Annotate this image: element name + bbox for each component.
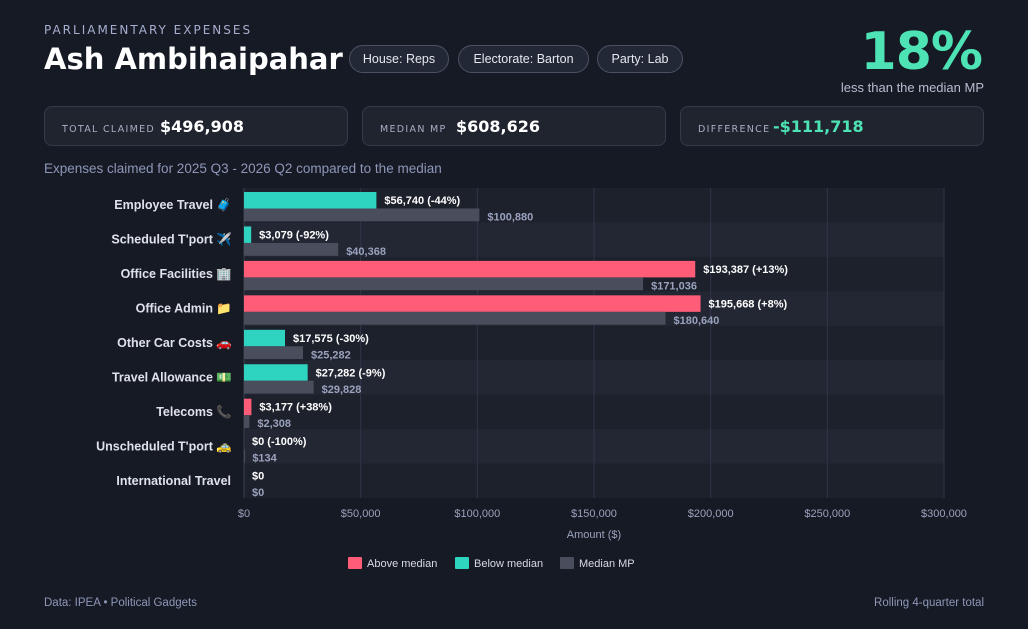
party-pill[interactable]: Party: Lab xyxy=(597,45,683,73)
median-bar xyxy=(244,311,666,325)
mp-bar xyxy=(244,295,701,312)
chart-subtitle: Expenses claimed for 2025 Q3 - 2026 Q2 c… xyxy=(44,161,442,176)
mp-value-label: $3,079 (-92%) xyxy=(259,229,329,241)
mp-value-label: $195,668 (+8%) xyxy=(709,298,788,310)
mp-value-label: $17,575 (-30%) xyxy=(293,333,369,345)
median-value-label: $180,640 xyxy=(673,315,719,327)
x-tick-label: $0 xyxy=(238,508,250,520)
category-label: Office Admin 📁 xyxy=(136,302,232,316)
difference-value: -$111,718 xyxy=(773,117,864,136)
median-bar xyxy=(244,208,480,222)
mp-bar xyxy=(244,226,252,243)
expenses-bar-chart: Employee Travel 🧳 $56,740 (-44%) $100,880 S… xyxy=(96,188,967,570)
total-claimed-label: TOTAL CLAIMED xyxy=(62,124,156,135)
mp-value-label: $27,282 (-9%) xyxy=(316,367,386,379)
x-tick-label: $250,000 xyxy=(804,508,850,520)
x-tick-label: $150,000 xyxy=(571,508,617,520)
x-tick-label: $200,000 xyxy=(688,508,734,520)
median-value-label: $100,880 xyxy=(487,212,533,224)
median-mp-card: MEDIAN MP $608,626 xyxy=(362,106,666,146)
median-value-label: $171,036 xyxy=(651,280,697,292)
mp-bar xyxy=(244,364,308,381)
median-bar xyxy=(244,449,245,463)
house-pill[interactable]: House: Reps xyxy=(349,45,449,73)
median-value-label: $2,308 xyxy=(257,418,291,430)
median-value-label: $29,828 xyxy=(322,384,362,396)
x-tick-label: $100,000 xyxy=(454,508,500,520)
median-bar xyxy=(244,380,314,394)
legend-swatch xyxy=(348,557,362,570)
category-label: Other Car Costs 🚗 xyxy=(117,336,232,350)
headline-percentage: 18% xyxy=(860,22,983,82)
difference-card: DIFFERENCE -$111,718 xyxy=(680,106,984,146)
mp-value-label: $0 xyxy=(252,471,264,483)
headline-subtext: less than the median MP xyxy=(840,80,984,95)
median-value-label: $40,368 xyxy=(346,246,386,258)
median-bar xyxy=(244,242,339,256)
difference-label: DIFFERENCE xyxy=(698,124,771,135)
category-label: International Travel xyxy=(116,474,231,488)
legend-label: Above median xyxy=(367,558,437,570)
mp-value-label: $0 (-100%) xyxy=(252,436,307,448)
total-claimed-value: $496,908 xyxy=(160,117,245,136)
mp-bar xyxy=(244,192,377,209)
mp-bar xyxy=(244,398,252,416)
mp-name: Ash Ambihaipahar xyxy=(44,42,343,76)
median-mp-label: MEDIAN MP xyxy=(380,124,447,135)
category-label: Office Facilities 🏢 xyxy=(121,267,232,281)
data-source: Data: IPEA • Political Gadgets xyxy=(44,597,197,609)
median-mp-value: $608,626 xyxy=(456,117,541,136)
total-claimed-card: TOTAL CLAIMED $496,908 xyxy=(44,106,348,146)
median-value-label: $0 xyxy=(252,487,264,499)
category-label: Employee Travel 🧳 xyxy=(114,197,232,212)
legend-label: Median MP xyxy=(579,558,635,570)
legend-swatch xyxy=(560,557,574,570)
mp-bar xyxy=(244,329,286,347)
mp-value-label: $193,387 (+13%) xyxy=(703,264,788,276)
mp-value-label: $56,740 (-44%) xyxy=(384,195,460,207)
page-eyebrow: PARLIAMENTARY EXPENSES xyxy=(44,23,253,37)
median-bar xyxy=(244,277,644,291)
mp-bar xyxy=(244,260,696,278)
rolling-note: Rolling 4-quarter total xyxy=(874,597,984,609)
legend-swatch xyxy=(455,557,469,570)
median-bar xyxy=(244,346,303,360)
median-value-label: $134 xyxy=(252,453,277,465)
category-label: Travel Allowance 💵 xyxy=(112,370,232,384)
median-value-label: $25,282 xyxy=(311,349,351,361)
x-tick-label: $50,000 xyxy=(341,508,381,520)
legend-label: Below median xyxy=(474,558,543,570)
category-label: Telecoms 📞 xyxy=(156,403,232,419)
category-label: Scheduled T'port ✈️ xyxy=(111,232,232,247)
category-label: Unscheduled T'port 🚕 xyxy=(96,439,232,453)
mp-value-label: $3,177 (+38%) xyxy=(259,402,332,414)
electorate-pill[interactable]: Electorate: Barton xyxy=(458,45,589,73)
median-bar xyxy=(244,415,250,429)
x-tick-label: $300,000 xyxy=(921,508,967,520)
x-axis-title: Amount ($) xyxy=(567,529,621,541)
